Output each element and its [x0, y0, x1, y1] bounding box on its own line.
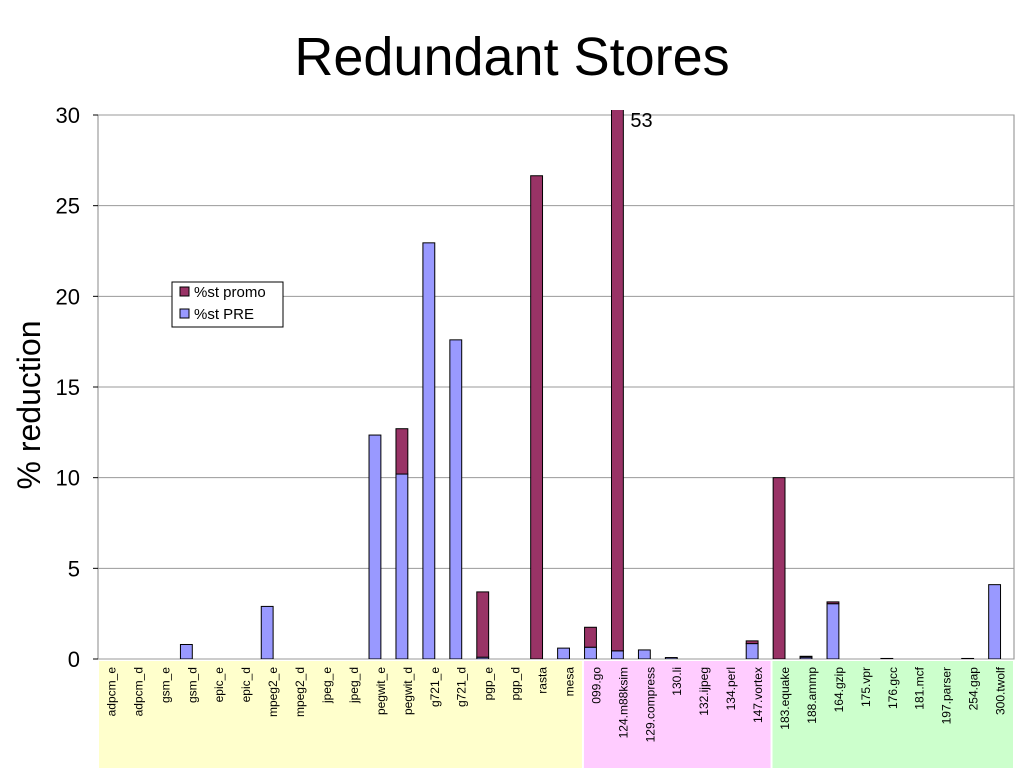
x-tick-label: 254.gap	[967, 667, 981, 711]
legend-label: %st PRE	[194, 306, 254, 323]
bar-segment	[557, 647, 570, 659]
x-tick-label: 147.vortex	[751, 667, 765, 723]
bar-segment	[610, 110, 624, 652]
bar-segment	[584, 626, 597, 648]
bar-segment	[961, 657, 975, 659]
x-tick-label: jpeg_d	[347, 667, 361, 704]
bar-segment	[637, 649, 651, 659]
x-tick-label: 183.equake	[778, 667, 792, 730]
legend-swatch	[179, 308, 190, 319]
x-tick-label: 164.gzip	[832, 667, 846, 713]
x-tick-label: pegwit_e	[374, 667, 388, 715]
bar-segment	[476, 591, 490, 658]
bar-segment	[584, 646, 597, 659]
x-tick-label: 129.compress	[643, 667, 657, 742]
x-tick-label: 300.twolf	[994, 666, 1008, 715]
bar-segment	[772, 477, 786, 659]
x-tick-label: epic_d	[239, 667, 253, 702]
bar-segment	[745, 643, 759, 659]
x-tick-label: rasta	[536, 667, 550, 694]
x-tick-label: 130.li	[670, 667, 684, 696]
x-tick-label: 134.perl	[724, 667, 738, 710]
x-tick-label: epic_e	[212, 667, 226, 703]
x-tick-label: 188.ammp	[805, 667, 819, 724]
bars	[179, 110, 1002, 659]
bar-segment	[422, 242, 436, 659]
x-tick-label: jpeg_e	[320, 667, 334, 704]
bar-segment	[179, 643, 193, 659]
y-tick-label: 20	[56, 284, 80, 309]
bar-segment	[880, 657, 894, 659]
y-tick-label: 30	[56, 103, 80, 128]
bar-segment	[745, 640, 759, 645]
bar-segment	[530, 175, 544, 659]
bar-segment	[610, 650, 624, 659]
x-tick-label: g721_e	[428, 667, 442, 707]
chart-title: Redundant Stores	[294, 27, 729, 87]
x-tick-label: 197.parser	[940, 667, 954, 724]
category-group-band	[583, 661, 771, 768]
legend-swatch	[179, 286, 190, 297]
bar-segment	[395, 473, 409, 659]
annotation: 53	[630, 110, 652, 132]
x-tick-label: 099.go	[589, 667, 603, 704]
bar-segment	[395, 428, 409, 475]
category-group-band	[99, 661, 582, 768]
category-group-band	[772, 661, 1013, 768]
bar-segment	[368, 434, 382, 659]
y-tick-label: 15	[56, 375, 80, 400]
bar-segment	[826, 603, 840, 659]
x-tick-label: pgp_e	[482, 667, 496, 701]
y-tick-label: 25	[56, 194, 80, 219]
x-tick-label: 176.gcc	[886, 667, 900, 709]
x-tick-label: 132.ijpeg	[697, 667, 711, 716]
legend-label: %st promo	[194, 284, 266, 301]
x-tick-label: g721_d	[455, 667, 469, 707]
bar-segment	[664, 657, 678, 659]
x-tick-label: pegwit_d	[401, 667, 415, 715]
x-tick-label: gsm_e	[158, 667, 172, 703]
x-tick-label: adpcm_e	[104, 667, 118, 717]
x-tick-label: 181.mcf	[913, 666, 927, 709]
y-tick-label: 0	[68, 647, 80, 672]
x-tick-label: 175.vpr	[859, 667, 873, 707]
x-tick-label: 124.m88ksim	[616, 667, 630, 738]
y-tick-label: 5	[68, 556, 80, 581]
bar-segment	[260, 605, 274, 659]
x-tick-label: mpeg2_d	[293, 667, 307, 717]
bar-segment	[799, 655, 813, 658]
bar-segment	[449, 339, 463, 659]
x-tick-label: gsm_d	[185, 667, 199, 703]
y-axis-label: % reduction	[11, 321, 47, 490]
bar-segment	[988, 584, 1002, 659]
x-tick-label: mesa	[562, 667, 576, 697]
x-tick-label: adpcm_d	[131, 667, 145, 716]
x-tick-label: pgp_d	[509, 667, 523, 700]
legend-box	[171, 281, 284, 328]
y-tick-label: 10	[56, 466, 80, 491]
x-tick-label: mpeg2_e	[266, 667, 280, 717]
bar-segment	[826, 601, 840, 605]
